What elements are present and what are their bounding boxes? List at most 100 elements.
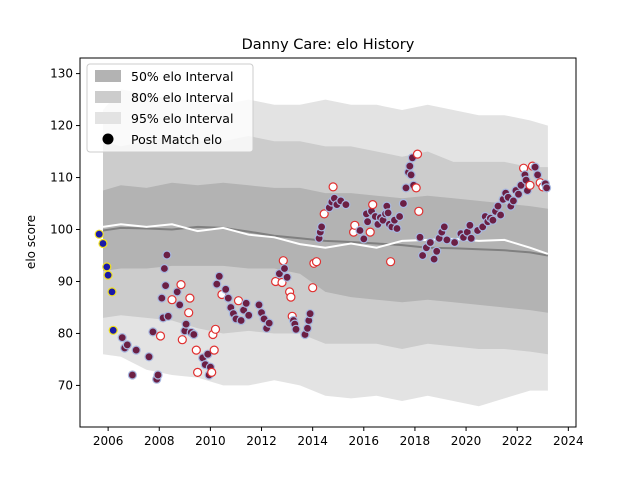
- post-match-point-53: [236, 315, 246, 326]
- y-axis-label: elo score: [24, 215, 38, 269]
- post-match-point-112: [392, 223, 402, 234]
- x-tick-label-2022: 2022: [502, 434, 533, 448]
- mean-line-gray: [102, 225, 549, 257]
- post-match-point-122: [412, 149, 423, 159]
- post-match-point-109: [386, 257, 396, 267]
- post-match-point-97: [363, 217, 373, 227]
- post-match-point-78: [308, 283, 318, 293]
- post-match-point-23: [172, 287, 182, 297]
- post-match-point-10: [131, 345, 141, 355]
- post-match-point-26: [177, 335, 187, 345]
- mean-line-white: [102, 223, 549, 255]
- post-match-point-11: [144, 352, 154, 362]
- post-match-point-115: [401, 183, 411, 193]
- mean-elo-lines: [102, 223, 549, 257]
- post-match-point-21: [163, 311, 173, 321]
- legend: 50% elo Interval 80% elo Interval 95% el…: [86, 63, 254, 153]
- post-match-point-132: [439, 222, 449, 232]
- post-match-point-6: [117, 333, 127, 343]
- post-match-point-29: [184, 308, 194, 318]
- post-match-point-56: [244, 310, 254, 320]
- legend-label-post-match: Post Match elo: [131, 132, 222, 147]
- post-match-point-18: [159, 263, 169, 274]
- post-match-point-168: [541, 183, 552, 193]
- post-match-point-100: [368, 200, 378, 210]
- post-match-point-83: [317, 222, 327, 232]
- post-match-point-147: [493, 201, 503, 211]
- post-match-point-134: [450, 237, 460, 248]
- post-match-point-80: [311, 257, 322, 267]
- post-match-point-57: [254, 300, 264, 310]
- post-match-point-124: [415, 232, 425, 242]
- post-match-point-40: [207, 367, 217, 377]
- x-tick-label-2016: 2016: [349, 434, 380, 448]
- x-tick-label-2008: 2008: [144, 434, 175, 448]
- post-match-point-34: [193, 367, 203, 377]
- post-match-point-94: [355, 225, 365, 236]
- x-tick-label-2012: 2012: [246, 434, 277, 448]
- legend-marker-post-match: [102, 133, 114, 145]
- post-match-point-107: [383, 208, 393, 218]
- post-match-point-139: [466, 233, 476, 243]
- post-match-point-133: [442, 235, 452, 245]
- post-match-point-129: [432, 246, 442, 256]
- x-tick-label-2020: 2020: [451, 434, 482, 448]
- y-tick-label-70: 70: [58, 378, 73, 392]
- post-match-point-8: [122, 340, 132, 350]
- post-match-point-66: [279, 263, 290, 274]
- post-match-point-91: [341, 200, 351, 210]
- post-match-point-95: [359, 234, 369, 244]
- y-tick-label-90: 90: [58, 274, 73, 288]
- legend-swatch-95: [95, 112, 121, 124]
- post-match-point-30: [185, 293, 195, 303]
- x-tick-label-2024: 2024: [553, 434, 584, 448]
- post-match-point-84: [319, 209, 329, 219]
- post-match-point-47: [221, 284, 231, 294]
- post-match-point-148: [496, 210, 506, 220]
- post-match-point-37: [203, 349, 213, 359]
- post-match-point-52: [233, 296, 244, 306]
- post-match-point-4: [107, 287, 117, 297]
- post-match-point-128: [429, 254, 439, 264]
- post-match-point-125: [418, 250, 428, 261]
- post-match-point-127: [425, 237, 435, 248]
- post-match-point-161: [525, 180, 535, 190]
- legend-swatch-80: [95, 91, 121, 103]
- post-match-point-75: [302, 323, 313, 333]
- post-match-point-65: [278, 256, 288, 266]
- post-match-point-44: [212, 279, 222, 289]
- y-axis-ticks: 70 80 90 100 110 120 130: [50, 67, 80, 392]
- chart-title: Danny Care: elo History: [242, 37, 415, 53]
- post-match-point-55: [241, 298, 251, 308]
- post-match-point-16: [157, 293, 167, 303]
- post-match-point-118: [406, 170, 416, 180]
- post-match-point-153: [508, 196, 519, 206]
- post-match-point-113: [395, 211, 405, 222]
- post-match-point-5: [108, 325, 118, 335]
- post-match-point-12: [148, 327, 158, 337]
- post-match-point-123: [414, 206, 424, 216]
- post-match-point-155: [513, 189, 524, 199]
- post-match-point-73: [291, 324, 301, 334]
- post-match-point-20: [162, 250, 172, 260]
- post-match-point-43: [210, 324, 221, 334]
- legend-label-95: 95% elo Interval: [131, 111, 233, 126]
- post-match-point-45: [214, 271, 224, 281]
- post-match-point-32: [189, 329, 199, 340]
- post-match-point-87: [328, 182, 338, 192]
- post-match-point-14: [153, 370, 163, 380]
- post-match-point-1: [98, 238, 108, 249]
- post-match-point-19: [161, 281, 171, 291]
- y-tick-label-120: 120: [50, 119, 73, 133]
- y-tick-label-110: 110: [50, 171, 73, 185]
- post-match-point-61: [264, 318, 274, 328]
- post-match-point-121: [411, 183, 421, 193]
- post-match-point-24: [175, 300, 185, 310]
- post-match-point-3: [103, 270, 113, 280]
- x-tick-label-2014: 2014: [297, 434, 328, 448]
- legend-label-50: 50% elo Interval: [131, 69, 233, 84]
- post-match-point-114: [398, 198, 408, 209]
- post-match-point-69: [286, 292, 296, 302]
- post-match-point-98: [365, 227, 375, 237]
- x-tick-label-2018: 2018: [400, 434, 431, 448]
